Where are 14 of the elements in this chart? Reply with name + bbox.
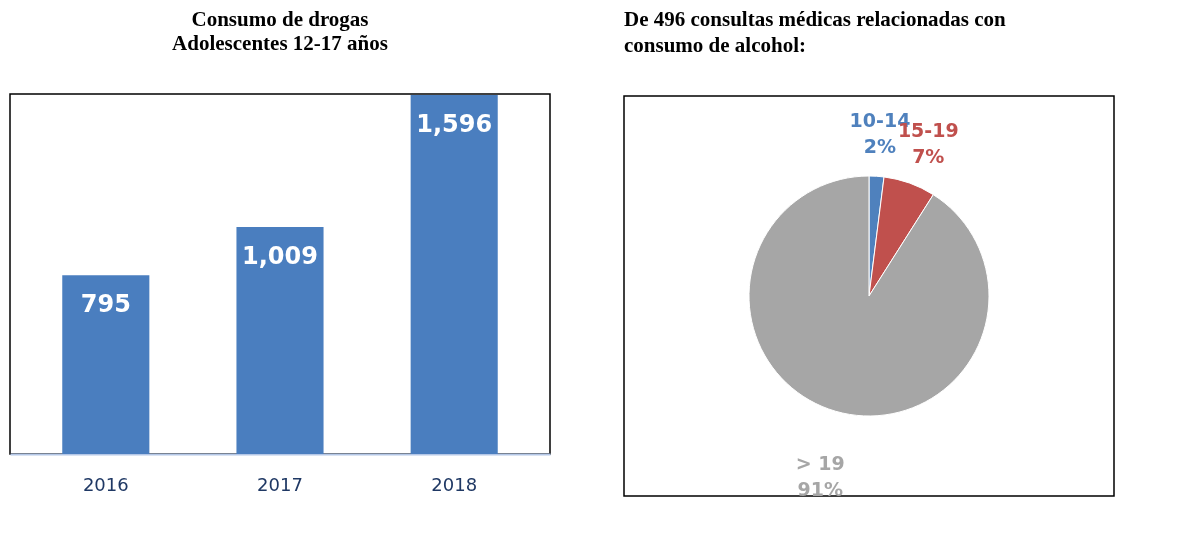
chart-subtitle: Adolescentes 12-17 años <box>172 31 388 55</box>
data-label: 1,596 <box>416 109 493 138</box>
slice-label: > 19 <box>795 452 845 475</box>
data-label: 795 <box>80 290 131 319</box>
data-label: 91% <box>797 478 843 501</box>
data-label: 2% <box>863 135 897 158</box>
x-tick-label: 2018 <box>431 473 478 495</box>
data-label: 1,009 <box>242 241 318 270</box>
chart-title: Consumo de drogas <box>191 7 369 31</box>
x-tick-label: 2016 <box>82 473 129 495</box>
chart-title: De 496 consultas médicas relacionadas con consumo de alcohol: <box>624 7 1007 57</box>
data-label: 7% <box>912 145 945 168</box>
pie-slice <box>748 175 990 417</box>
x-tick-label: 2017 <box>257 473 303 495</box>
